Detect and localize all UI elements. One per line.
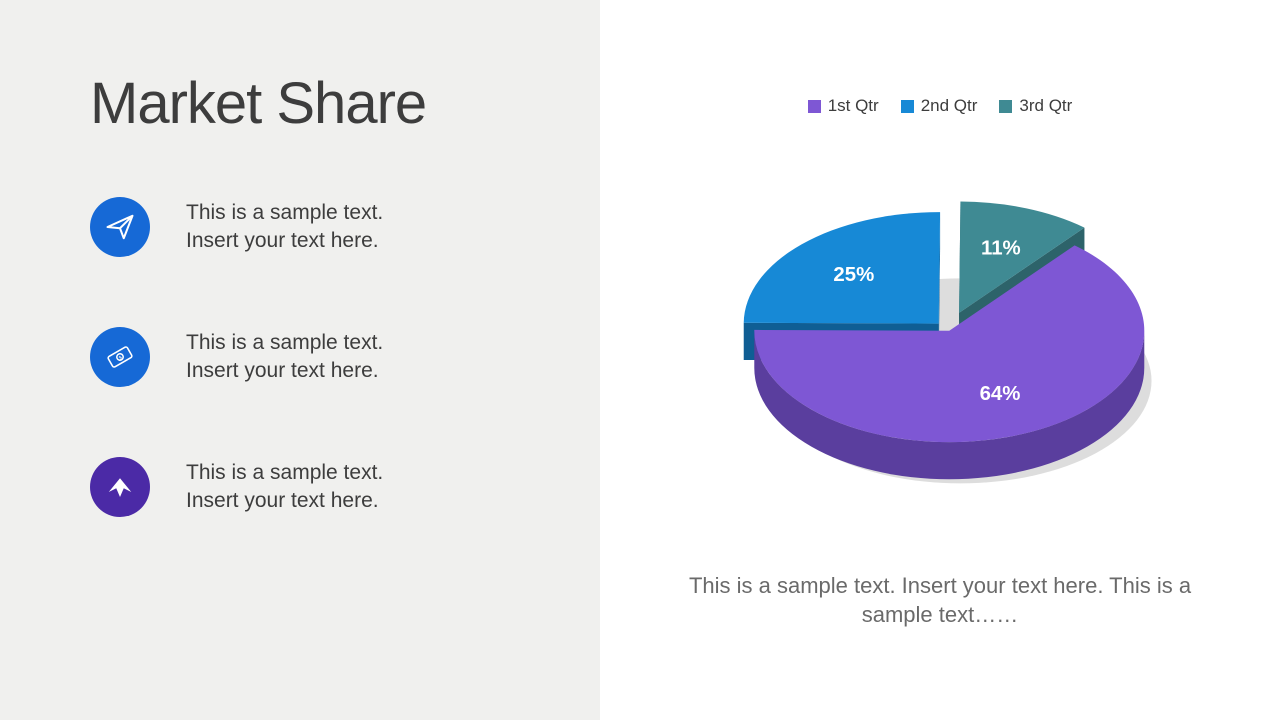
pie-data-label: 64% xyxy=(980,383,1021,405)
page-title: Market Share xyxy=(90,70,550,137)
pie-data-label: 25% xyxy=(833,264,874,286)
legend-label: 2nd Qtr xyxy=(921,96,978,116)
bullet-line1: This is a sample text. xyxy=(186,331,383,354)
bullet-line1: This is a sample text. xyxy=(186,201,383,224)
legend-label: 1st Qtr xyxy=(828,96,879,116)
money-icon: $ xyxy=(90,327,150,387)
bullets-list: This is a sample text. Insert your text … xyxy=(90,197,550,517)
legend-swatch xyxy=(999,100,1012,113)
legend-swatch xyxy=(808,100,821,113)
pie-svg: 64% 25% 11% xyxy=(680,150,1200,530)
chart-legend: 1st Qtr 2nd Qtr 3rd Qtr xyxy=(600,96,1280,116)
bullet-item: This is a sample text. Insert your text … xyxy=(90,457,550,517)
left-panel: Market Share This is a sample text. Inse… xyxy=(0,0,600,720)
bullet-line2: Insert your text here. xyxy=(186,489,379,512)
legend-item: 1st Qtr xyxy=(808,96,879,116)
slide-root: Market Share This is a sample text. Inse… xyxy=(0,0,1280,720)
bullet-line1: This is a sample text. xyxy=(186,461,383,484)
right-panel: 1st Qtr 2nd Qtr 3rd Qtr 64% 25% 11% This i… xyxy=(600,0,1280,720)
bullet-item: This is a sample text. Insert your text … xyxy=(90,197,550,257)
legend-item: 2nd Qtr xyxy=(901,96,978,116)
legend-swatch xyxy=(901,100,914,113)
chart-caption: This is a sample text. Insert your text … xyxy=(600,571,1280,630)
bullet-line2: Insert your text here. xyxy=(186,359,379,382)
origami-icon xyxy=(90,457,150,517)
bullet-item: $ This is a sample text. Insert your tex… xyxy=(90,327,550,387)
pie-chart: 64% 25% 11% xyxy=(680,150,1200,530)
legend-item: 3rd Qtr xyxy=(999,96,1072,116)
paper-plane-icon xyxy=(90,197,150,257)
bullet-text: This is a sample text. Insert your text … xyxy=(186,199,383,256)
bullet-text: This is a sample text. Insert your text … xyxy=(186,329,383,386)
bullet-line2: Insert your text here. xyxy=(186,229,379,252)
bullet-text: This is a sample text. Insert your text … xyxy=(186,459,383,516)
pie-data-label: 11% xyxy=(981,238,1021,260)
legend-label: 3rd Qtr xyxy=(1019,96,1072,116)
